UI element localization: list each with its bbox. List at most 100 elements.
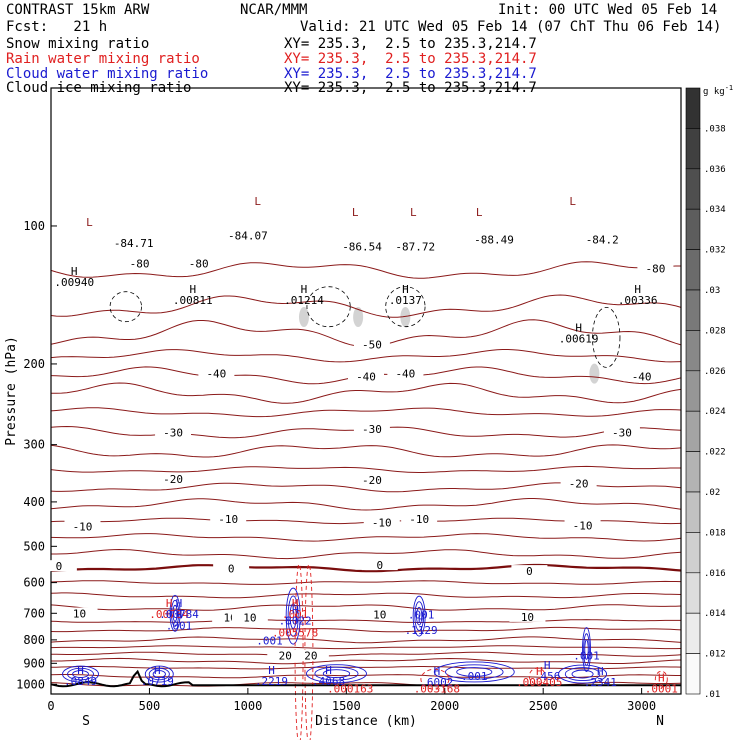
isotherm-16: [50, 592, 682, 599]
isotherm-13: [50, 533, 682, 542]
isotherm-label-bg-13: [623, 370, 660, 382]
extremum-value-29: .001: [461, 670, 488, 683]
isotherm-19: [50, 626, 682, 633]
isotherm-label-13: -40: [632, 370, 652, 383]
colorbar-tick-10: .018: [704, 528, 726, 538]
isotherm-label-21: -10: [218, 513, 238, 526]
isotherm-label-5: -84.2: [586, 233, 619, 246]
legend-rain-xy: XY= 235.3, 2.5 to 235.3,214.7: [284, 51, 537, 67]
isotherm-label-bg-20: [64, 520, 101, 532]
extremum-value-28: .003168: [414, 682, 460, 695]
colorbar-tick-12: .014: [704, 609, 726, 619]
isotherm-label-33: 10: [521, 611, 534, 624]
isotherm-17: [50, 604, 682, 611]
colorbar-tick-0: .038: [704, 124, 726, 134]
isotherm-label-bg-6: [121, 257, 158, 269]
colorbar-cell-3: [685, 208, 701, 250]
cloud-water-contour-1-2: [289, 603, 297, 629]
colorbar-unit: g kg-1: [703, 84, 733, 97]
isotherm-label-12: -40: [395, 368, 415, 381]
y-tick-label-1000: 1000: [16, 677, 45, 691]
colorbar-cell-12: [685, 572, 701, 614]
isotherm-label-bg-3: [397, 240, 434, 252]
x-tick-label-0: 0: [47, 699, 54, 713]
cloud-water-contour-2-1: [414, 601, 424, 631]
valid-time: Valid: 21 UTC Wed 05 Feb 14 (07 ChT Thu …: [300, 19, 722, 35]
isotherm-label-17: -20: [163, 473, 183, 486]
isotherm-label-bg-8: [637, 262, 674, 274]
extremum-symbol-16: H: [292, 603, 299, 616]
cloud-water-contour-8-2: [571, 669, 594, 679]
isotherm-label-bg-12: [387, 367, 424, 379]
extremum-symbol-1: H: [189, 283, 196, 296]
isotherm-label-32: 10: [373, 609, 386, 622]
isotherm-22: [51, 651, 682, 657]
extremum-symbol-4: H: [634, 283, 641, 296]
isotherm-24: [50, 665, 682, 670]
cloud-water-contour-7-0: [433, 661, 515, 683]
x-end-label-north: N: [656, 714, 664, 729]
isotherm-label-8: -80: [645, 262, 665, 275]
isotherm-label-bg-27: [361, 559, 398, 571]
colorbar-tick-13: .012: [704, 650, 726, 660]
isotherm-label-22: -10: [372, 516, 392, 529]
isotherm-label-bg-23: [401, 512, 438, 524]
isotherm-label-31: 10: [243, 611, 256, 624]
isotherm-label-bg-5: [584, 233, 621, 245]
extremum-value-21: .001: [573, 649, 600, 662]
colorbar-tick-8: .022: [704, 448, 726, 458]
isotherm-label-bg-2: [344, 240, 381, 252]
terrain-line: [50, 669, 681, 688]
isotherm-6: [50, 407, 682, 418]
extremum-symbol-30: H: [544, 659, 551, 672]
y-tick-label-400: 400: [23, 495, 45, 509]
colorbar-tick-6: .026: [704, 367, 726, 377]
isotherm-label-bg-32: [361, 608, 398, 620]
isotherm-0: [50, 261, 681, 279]
cloud-ice-contour-2: [385, 286, 426, 328]
isotherm-label-bg-19: [560, 477, 597, 489]
extremum-value-31: .000405: [516, 676, 562, 689]
extremum-value-4: .00336: [618, 294, 658, 307]
colorbar-tick-14: .01: [704, 690, 720, 700]
extremum-value-14: .001: [166, 619, 193, 632]
colorbar-cell-13: [685, 612, 701, 654]
extremum-value-24: .2219: [255, 675, 288, 688]
colorbar-tick-9: .02: [704, 488, 720, 498]
cloud-water-contour-5-2: [152, 670, 166, 679]
cloud-water-contour-8-1: [564, 667, 601, 682]
colorbar-cell-10: [685, 491, 701, 533]
isotherm-label-19: -20: [569, 477, 589, 490]
extremum-symbol-33: H: [658, 671, 665, 684]
colorbar-tick-2: .034: [704, 205, 726, 215]
cloud-water-contour-3-0: [582, 627, 591, 673]
cloud-ice-contour-1: [306, 286, 351, 328]
extremum-value-12: .00784: [149, 608, 189, 621]
plot-frame: [50, 87, 682, 695]
isotherm-15: [50, 580, 682, 585]
isotherm-label-bg-21: [210, 512, 247, 524]
extremum-value-32: .2341: [584, 676, 617, 689]
isotherm-label-bg-26: [213, 562, 250, 574]
isotherm-label-1: -84.07: [228, 230, 268, 243]
extremum-value-23: .0719: [141, 675, 174, 688]
isotherm-label-bg-30: [212, 611, 249, 623]
colorbar-cell-7: [685, 370, 701, 412]
isotherm-label-bg-24: [564, 519, 601, 531]
colorbar-cell-5: [685, 289, 701, 331]
colorbar-tick-7: .024: [704, 407, 726, 417]
extremum-value-25: .4068: [312, 675, 345, 688]
extremum-value-0: .00940: [54, 276, 94, 289]
cloud-water-contour-4-1: [67, 667, 94, 681]
isotherm-label-23: -10: [409, 513, 429, 526]
extremum-symbol-15: H: [292, 597, 299, 610]
isotherm-label-bg-15: [353, 422, 390, 434]
isotherm-label-7: -80: [189, 258, 209, 271]
isotherm-label-24: -10: [573, 520, 593, 533]
extremum-symbol-0: H: [71, 265, 78, 278]
institution: NCAR/MMM: [240, 2, 308, 18]
isotherm-label-18: -20: [362, 474, 382, 487]
isotherm-23: [51, 657, 682, 665]
colorbar-tick-5: .028: [704, 326, 726, 336]
extremum-value-3: .0137: [389, 294, 422, 307]
